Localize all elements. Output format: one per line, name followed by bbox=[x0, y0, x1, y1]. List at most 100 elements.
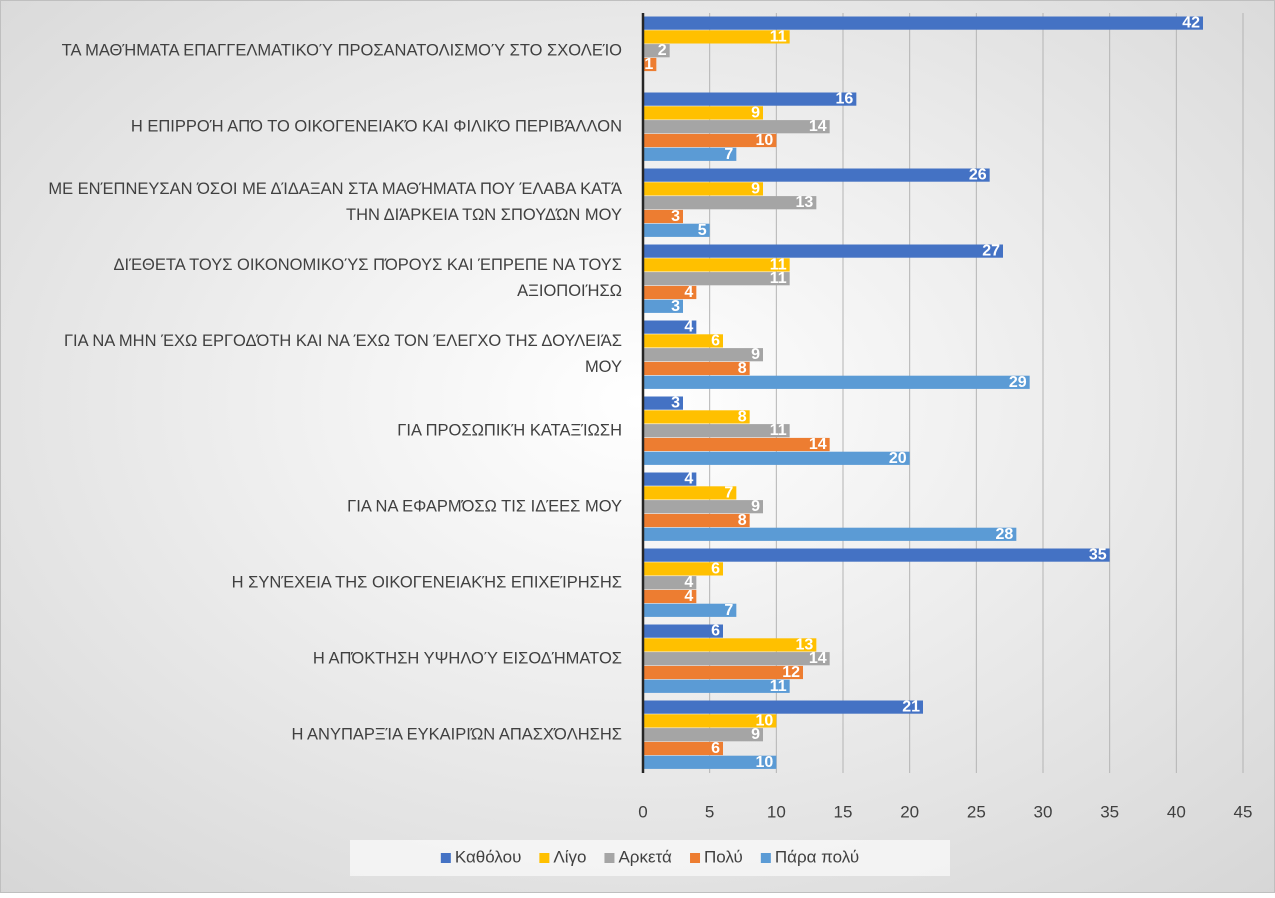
y-tick-label: ΔΙΈΘΕΤΑ ΤΟΥΣ ΟΙΚΟΝΟΜΙΚΟΎΣ ΠΌΡΟΥΣ ΚΑΙ ΈΠΡ… bbox=[114, 256, 622, 300]
data-label: 3 bbox=[671, 395, 680, 412]
data-label: 11 bbox=[770, 256, 787, 273]
data-label: 14 bbox=[809, 118, 827, 135]
bar bbox=[643, 168, 990, 182]
data-label: 11 bbox=[770, 422, 787, 439]
bar bbox=[643, 209, 683, 224]
bar bbox=[643, 299, 683, 313]
data-label: 42 bbox=[1182, 15, 1200, 32]
bar bbox=[643, 334, 723, 348]
bar bbox=[643, 396, 683, 410]
data-label: 8 bbox=[738, 360, 747, 377]
data-label: 6 bbox=[711, 623, 720, 640]
legend-item: Πολύ bbox=[690, 847, 743, 866]
x-tick-label: 45 bbox=[1234, 802, 1253, 821]
bar bbox=[643, 120, 830, 134]
bar bbox=[643, 755, 777, 769]
data-label: 4 bbox=[684, 588, 693, 605]
data-label: 13 bbox=[796, 194, 814, 211]
legend-label: Αρκετά bbox=[618, 847, 672, 866]
data-label: 9 bbox=[751, 726, 760, 743]
bar bbox=[643, 576, 697, 590]
data-label: 9 bbox=[751, 346, 760, 363]
data-label: 13 bbox=[796, 636, 814, 653]
bar bbox=[643, 361, 750, 376]
bar bbox=[643, 652, 830, 666]
legend-item: Πάρα πολύ bbox=[760, 847, 859, 866]
x-tick-label: 15 bbox=[834, 802, 853, 821]
data-label: 4 bbox=[684, 471, 693, 488]
data-label: 9 bbox=[751, 104, 760, 121]
legend-label: Καθόλου bbox=[455, 847, 522, 866]
data-label: 1 bbox=[644, 56, 653, 73]
data-label: 6 bbox=[711, 332, 720, 349]
bar bbox=[643, 147, 737, 161]
y-tick-label: ΜΕ ΕΝΈΠΝΕΥΣΑΝ ΌΣΟΙ ΜΕ ΔΊΔΑΞΑΝ ΣΤΑ ΜΑΘΉΜΑ… bbox=[48, 180, 622, 224]
legend-item: Αρκετά bbox=[604, 847, 672, 866]
data-label: 3 bbox=[671, 208, 680, 225]
bar bbox=[643, 258, 790, 272]
y-tick-label: ΤΑ ΜΑΘΉΜΑΤΑ ΕΠΑΓΓΕΛΜΑΤΙΚΟΎ ΠΡΟΣΑΝΑΤΟΛΙΣΜ… bbox=[62, 41, 623, 59]
x-tick-label: 35 bbox=[1100, 802, 1119, 821]
data-label: 7 bbox=[724, 484, 733, 501]
bar bbox=[643, 638, 817, 652]
data-label: 9 bbox=[751, 498, 760, 515]
bar bbox=[643, 348, 763, 362]
bar bbox=[643, 285, 697, 300]
y-tick-label: Η ΣΥΝΈΧΕΙΑ ΤΗΣ ΟΙΚΟΓΕΝΕΙΑΚΉΣ ΕΠΙΧΕΊΡΗΣΗΣ bbox=[232, 573, 622, 591]
data-label: 7 bbox=[724, 602, 733, 619]
data-label: 11 bbox=[770, 28, 787, 45]
data-label: 6 bbox=[711, 560, 720, 577]
bar bbox=[643, 472, 697, 486]
bar bbox=[643, 700, 923, 714]
bar bbox=[643, 244, 1003, 258]
bar bbox=[643, 624, 723, 638]
bar bbox=[643, 92, 857, 106]
data-label: 11 bbox=[770, 678, 787, 695]
data-label: 21 bbox=[902, 699, 920, 716]
data-label: 28 bbox=[996, 526, 1014, 543]
bar bbox=[643, 513, 750, 528]
bar bbox=[643, 44, 670, 58]
data-label: 2 bbox=[658, 42, 667, 59]
y-tick-label: Η ΑΠΌΚΤΗΣΗ ΥΨΗΛΟΎ ΕΙΣΟΔΉΜΑΤΟΣ bbox=[313, 649, 622, 667]
y-tick-label: Η ΑΝΥΠΑΡΞΊΑ ΕΥΚΑΙΡΙΏΝ ΑΠΑΣΧΌΛΗΣΗΣ bbox=[291, 725, 622, 743]
legend-label: Πάρα πολύ bbox=[775, 847, 859, 866]
bar bbox=[643, 410, 750, 424]
legend-swatch bbox=[604, 853, 615, 863]
bar bbox=[643, 196, 817, 210]
data-label: 4 bbox=[684, 319, 693, 336]
legend-label: Πολύ bbox=[704, 847, 743, 866]
bar bbox=[643, 375, 1030, 389]
legend-swatch bbox=[690, 853, 701, 863]
data-label: 35 bbox=[1089, 547, 1107, 564]
bar bbox=[643, 500, 763, 514]
x-tick-label: 30 bbox=[1034, 802, 1053, 821]
bar bbox=[643, 30, 790, 44]
x-tick-label: 25 bbox=[967, 802, 986, 821]
bar bbox=[643, 714, 777, 728]
data-label: 14 bbox=[809, 436, 827, 453]
bar bbox=[643, 182, 763, 196]
data-label: 5 bbox=[698, 222, 707, 239]
bar bbox=[643, 133, 777, 148]
data-label: 9 bbox=[751, 180, 760, 197]
bar bbox=[643, 665, 803, 680]
data-label: 11 bbox=[770, 270, 787, 287]
legend-item: Λίγο bbox=[539, 847, 586, 866]
data-label: 20 bbox=[889, 450, 907, 467]
bar bbox=[643, 679, 790, 693]
data-label: 4 bbox=[684, 574, 693, 591]
data-label: 29 bbox=[1009, 374, 1027, 391]
legend-swatch bbox=[539, 853, 550, 863]
x-tick-label: 40 bbox=[1167, 802, 1186, 821]
data-label: 3 bbox=[671, 298, 680, 315]
y-tick-label: ΓΙΑ ΝΑ ΕΦΑΡΜΌΣΩ ΤΙΣ ΙΔΈΕΣ ΜΟΥ bbox=[347, 497, 622, 515]
bar bbox=[643, 320, 697, 334]
data-label: 27 bbox=[982, 243, 1000, 260]
bar bbox=[643, 106, 763, 120]
legend-label: Λίγο bbox=[553, 847, 586, 866]
data-label: 10 bbox=[756, 132, 774, 149]
x-tick-label: 5 bbox=[705, 802, 714, 821]
